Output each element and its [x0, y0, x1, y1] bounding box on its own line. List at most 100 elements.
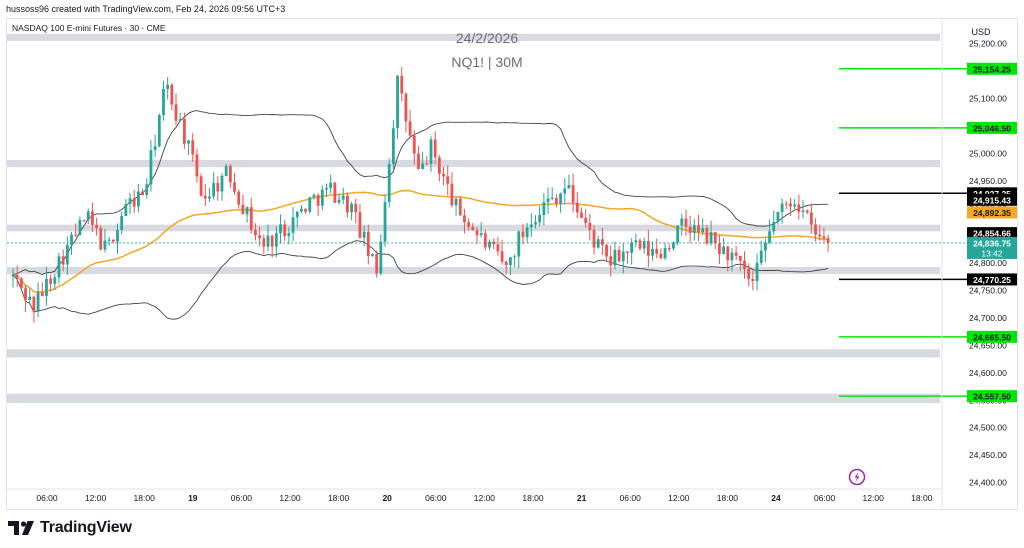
candle-body [49, 278, 53, 284]
y-tick-label: 24,500.00 [969, 423, 1007, 433]
x-tick-label: 12:00 [668, 493, 690, 503]
candle-body [676, 225, 680, 243]
y-tick-label: 24,700.00 [969, 313, 1007, 323]
candle-body [249, 207, 253, 230]
candle-body [391, 128, 395, 165]
moving-average-line [12, 189, 829, 294]
price-line-label-bg [967, 390, 1017, 403]
candle-body [471, 226, 475, 231]
candle-body [546, 198, 550, 203]
candle-body [279, 224, 282, 234]
candle-body [463, 215, 466, 223]
candle-body [442, 173, 445, 177]
price-line-label-bg [967, 330, 1017, 343]
candle-body [95, 224, 98, 229]
candle-body [304, 208, 307, 212]
candle-body [32, 296, 36, 312]
candle-body [634, 240, 638, 243]
alert-icon[interactable] [848, 468, 866, 486]
candle-body [437, 157, 441, 174]
candle-body [103, 240, 107, 250]
x-tick-label: 18:00 [911, 493, 933, 503]
candle-body [203, 195, 207, 199]
candles-layer [11, 66, 830, 323]
candle-body [149, 150, 153, 185]
price-label-layer: 25,154.2525,046.5024,927.2524,770.2524,6… [7, 62, 1017, 403]
candle-body [697, 225, 700, 233]
candle-body [626, 251, 629, 253]
currency-label[interactable]: USD [971, 27, 991, 37]
candle-body [199, 176, 203, 196]
candle-body [40, 292, 44, 296]
candle-body [642, 241, 646, 249]
candle-body [237, 191, 241, 205]
x-tick-label: 20 [382, 493, 392, 503]
candle-body [492, 241, 496, 245]
candle-body [354, 203, 358, 213]
candle-body [805, 210, 809, 213]
candle-body [818, 234, 822, 237]
candle-body [672, 242, 675, 249]
zone-band [7, 159, 940, 168]
candle-body [82, 220, 86, 222]
candle-body [588, 222, 592, 230]
candle-body [220, 175, 224, 192]
candle-body [755, 262, 759, 282]
candle-body [496, 244, 500, 252]
candle-body [111, 239, 115, 242]
candle-body [563, 188, 567, 194]
candle-body [45, 278, 48, 296]
zone-band [7, 349, 940, 358]
price-chart[interactable]: 25,200.0025,150.0025,100.0025,050.0025,0… [7, 19, 1017, 509]
y-tick-label: 25,200.00 [969, 39, 1007, 49]
candle-body [157, 115, 161, 147]
candle-body [784, 203, 788, 205]
candle-body [609, 256, 613, 266]
y-tick-label: 24,750.00 [969, 286, 1007, 296]
candle-body [387, 164, 391, 202]
candle-body [809, 212, 813, 225]
x-tick-label: 06:00 [620, 493, 642, 503]
candle-body [379, 241, 383, 274]
candle-body [789, 203, 792, 207]
candle-body [396, 75, 399, 129]
candle-body [525, 227, 529, 238]
tradingview-logo-icon [8, 521, 34, 535]
candle-body [116, 229, 119, 242]
candle-body [312, 194, 316, 198]
candle-body [408, 121, 412, 136]
candle-body [801, 210, 805, 212]
candle-body [509, 257, 512, 266]
candle-body [78, 220, 82, 236]
candle-body [504, 261, 508, 266]
candle-body [542, 202, 546, 215]
candle-body [350, 203, 353, 213]
price-line-label-bg [967, 121, 1017, 134]
candle-body [780, 203, 784, 213]
candle-body [772, 222, 776, 232]
candle-body [412, 135, 416, 154]
indicator-label: 24,892.35 [973, 208, 1011, 218]
watermark-date: 24/2/2026 [456, 30, 518, 46]
candle-body [375, 254, 379, 274]
candle-body [195, 154, 199, 177]
candle-body [132, 198, 136, 207]
candle-body [759, 250, 763, 263]
candle-body [362, 231, 366, 238]
candle-body [287, 232, 291, 237]
candle-body [19, 278, 23, 289]
candle-body [571, 184, 575, 203]
candle-body [500, 251, 504, 262]
candle-body [433, 139, 437, 158]
candle-body [646, 241, 650, 256]
price-line-label: 24,770.25 [973, 275, 1011, 285]
candle-body [613, 249, 617, 266]
candle-body [521, 231, 525, 238]
x-tick-label: 06:00 [231, 493, 253, 503]
price-line-label: 25,154.25 [973, 64, 1011, 74]
tradingview-logo[interactable]: TradingView [8, 518, 132, 538]
candle-body [86, 211, 90, 221]
candle-body [429, 139, 433, 164]
candle-body [596, 239, 600, 248]
x-tick-label: 21 [577, 493, 587, 503]
